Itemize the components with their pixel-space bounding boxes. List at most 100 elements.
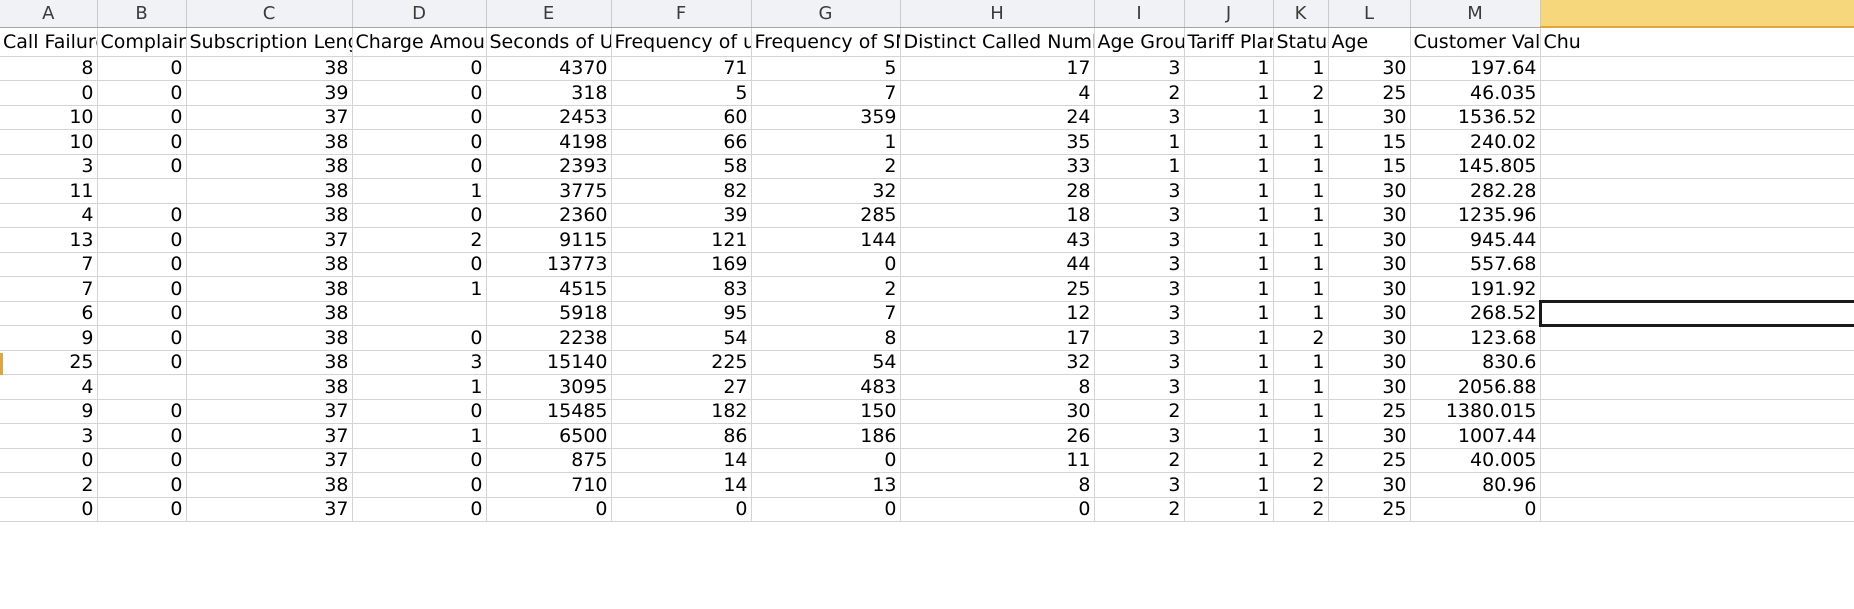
table-cell[interactable]: 7: [0, 252, 98, 277]
table-cell[interactable]: 38: [186, 154, 353, 179]
table-cell[interactable]: 0: [751, 497, 901, 522]
table-cell[interactable]: 145.805: [1410, 154, 1541, 179]
header-cell[interactable]: Customer Value: [1410, 27, 1541, 57]
table-cell[interactable]: 0: [611, 497, 752, 522]
table-cell[interactable]: 5918: [486, 301, 612, 326]
table-cell[interactable]: 9115: [486, 227, 612, 253]
table-cell[interactable]: 1: [1184, 423, 1274, 449]
table-cell[interactable]: 1: [1184, 105, 1274, 130]
table-cell[interactable]: 71: [611, 56, 752, 81]
table-cell[interactable]: 58: [611, 154, 752, 179]
table-cell[interactable]: 0: [97, 301, 187, 326]
table-cell[interactable]: 2056.88: [1410, 374, 1541, 400]
table-cell[interactable]: [1540, 227, 1854, 253]
table-cell[interactable]: 25: [0, 350, 98, 375]
table-cell[interactable]: 17: [900, 325, 1095, 351]
header-cell[interactable]: Distinct Called Numbers: [900, 27, 1095, 57]
table-cell[interactable]: 30: [1328, 325, 1411, 351]
header-cell[interactable]: Age Group: [1094, 27, 1185, 57]
table-cell[interactable]: 0: [1410, 497, 1541, 522]
table-cell[interactable]: 1: [1273, 105, 1329, 130]
table-cell[interactable]: 169: [611, 252, 752, 277]
table-cell[interactable]: 1380.015: [1410, 399, 1541, 424]
table-cell[interactable]: 37: [186, 399, 353, 424]
table-cell[interactable]: 25: [1328, 448, 1411, 473]
table-cell[interactable]: 95: [611, 301, 752, 326]
table-cell[interactable]: 3: [1094, 472, 1185, 498]
table-cell[interactable]: 1: [1184, 350, 1274, 375]
table-cell[interactable]: 39: [611, 203, 752, 228]
table-cell[interactable]: 3: [1094, 276, 1185, 302]
table-cell[interactable]: 25: [1328, 497, 1411, 522]
table-cell[interactable]: 1: [1273, 399, 1329, 424]
table-cell[interactable]: 2: [751, 154, 901, 179]
table-cell[interactable]: 32: [751, 178, 901, 204]
table-cell[interactable]: 2: [1273, 80, 1329, 106]
table-cell[interactable]: 0: [97, 423, 187, 449]
table-cell[interactable]: 54: [751, 350, 901, 375]
table-cell[interactable]: 1: [1273, 203, 1329, 228]
table-cell[interactable]: 282.28: [1410, 178, 1541, 204]
table-cell[interactable]: 37: [186, 497, 353, 522]
table-cell[interactable]: 43: [900, 227, 1095, 253]
table-cell[interactable]: 24: [900, 105, 1095, 130]
table-cell[interactable]: 0: [352, 472, 487, 498]
table-cell[interactable]: 2: [1094, 448, 1185, 473]
table-cell[interactable]: 37: [186, 227, 353, 253]
table-cell[interactable]: 123.68: [1410, 325, 1541, 351]
table-cell[interactable]: 1: [1273, 252, 1329, 277]
table-cell[interactable]: 483: [751, 374, 901, 400]
table-cell[interactable]: 0: [352, 203, 487, 228]
table-cell[interactable]: 182: [611, 399, 752, 424]
table-cell[interactable]: 1: [1184, 129, 1274, 155]
table-cell[interactable]: 1536.52: [1410, 105, 1541, 130]
table-cell[interactable]: 0: [352, 252, 487, 277]
table-cell[interactable]: 1: [1184, 448, 1274, 473]
table-cell[interactable]: 30: [1328, 252, 1411, 277]
table-cell[interactable]: 0: [97, 203, 187, 228]
table-cell[interactable]: [1540, 350, 1854, 375]
table-cell[interactable]: 830.6: [1410, 350, 1541, 375]
table-cell[interactable]: 1: [751, 129, 901, 155]
table-cell[interactable]: 0: [97, 154, 187, 179]
column-header-h[interactable]: H: [900, 0, 1095, 28]
table-cell[interactable]: 1: [1273, 276, 1329, 302]
table-cell[interactable]: 38: [186, 374, 353, 400]
table-cell[interactable]: 7: [751, 80, 901, 106]
table-cell[interactable]: 3: [1094, 374, 1185, 400]
table-cell[interactable]: 3: [1094, 227, 1185, 253]
table-cell[interactable]: 9: [0, 399, 98, 424]
table-cell[interactable]: 38: [186, 129, 353, 155]
table-cell[interactable]: 1: [352, 276, 487, 302]
table-cell[interactable]: 10: [0, 129, 98, 155]
table-cell[interactable]: 225: [611, 350, 752, 375]
table-cell[interactable]: 3: [1094, 301, 1185, 326]
header-cell[interactable]: Frequency of SMS: [751, 27, 901, 57]
table-cell[interactable]: 7: [0, 276, 98, 302]
table-cell[interactable]: 6: [0, 301, 98, 326]
table-cell[interactable]: 0: [352, 325, 487, 351]
table-cell[interactable]: 30: [1328, 56, 1411, 81]
table-cell[interactable]: 1: [1184, 472, 1274, 498]
table-cell[interactable]: 30: [1328, 423, 1411, 449]
table-cell[interactable]: [97, 374, 187, 400]
table-cell[interactable]: 0: [352, 154, 487, 179]
table-cell[interactable]: 150: [751, 399, 901, 424]
table-cell[interactable]: 3: [0, 423, 98, 449]
column-header-d[interactable]: D: [352, 0, 487, 28]
table-cell[interactable]: 30: [1328, 178, 1411, 204]
table-cell[interactable]: [1540, 472, 1854, 498]
table-cell[interactable]: 1: [352, 178, 487, 204]
table-cell[interactable]: 44: [900, 252, 1095, 277]
table-cell[interactable]: 2: [352, 227, 487, 253]
table-cell[interactable]: 1: [1184, 178, 1274, 204]
table-cell[interactable]: 0: [0, 497, 98, 522]
table-cell[interactable]: [1540, 448, 1854, 473]
table-cell[interactable]: 197.64: [1410, 56, 1541, 81]
table-cell[interactable]: 0: [486, 497, 612, 522]
table-cell[interactable]: 82: [611, 178, 752, 204]
table-cell[interactable]: 60: [611, 105, 752, 130]
table-cell[interactable]: 3: [0, 154, 98, 179]
table-cell[interactable]: 1: [1184, 301, 1274, 326]
